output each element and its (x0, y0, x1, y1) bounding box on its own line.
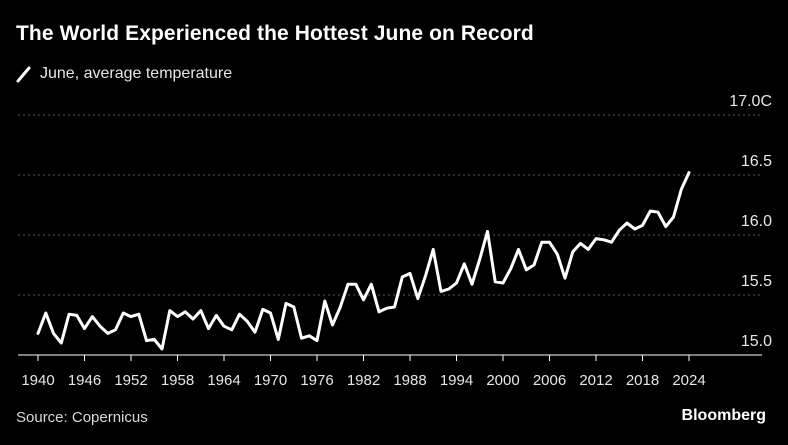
x-tick-label: 1994 (440, 372, 473, 389)
x-tick-label: 2006 (533, 372, 566, 389)
y-tick-label: 16.5 (741, 153, 772, 170)
y-tick-label: 16.0 (741, 213, 772, 230)
y-tick-label: 17.0C (729, 93, 772, 110)
x-tick-label: 2018 (626, 372, 659, 389)
series-line-june-temperature (36, 171, 691, 351)
legend: June, average temperature (16, 64, 232, 84)
x-tick-label: 2000 (486, 372, 519, 389)
x-tick-label: 1958 (161, 372, 194, 389)
x-tick-label: 2012 (579, 372, 612, 389)
x-tick-label: 1952 (114, 372, 147, 389)
x-tick-label: 1946 (68, 372, 101, 389)
chart-title: The World Experienced the Hottest June o… (16, 22, 534, 45)
y-tick-label: 15.0 (741, 333, 772, 350)
legend-line-icon (16, 66, 31, 83)
legend-label: June, average temperature (40, 65, 233, 82)
x-tick-label: 1940 (21, 372, 54, 389)
x-tick-label: 1970 (254, 372, 287, 389)
y-tick-label: 15.5 (741, 273, 772, 290)
x-tick-label: 1988 (393, 372, 426, 389)
x-tick-label: 1976 (300, 372, 333, 389)
x-tick-label: 1964 (207, 372, 240, 389)
source-note: Source: Copernicus (16, 409, 148, 426)
brand-logo: Bloomberg (681, 407, 766, 424)
x-tick-label: 2024 (672, 372, 705, 389)
x-tick-label: 1982 (347, 372, 380, 389)
